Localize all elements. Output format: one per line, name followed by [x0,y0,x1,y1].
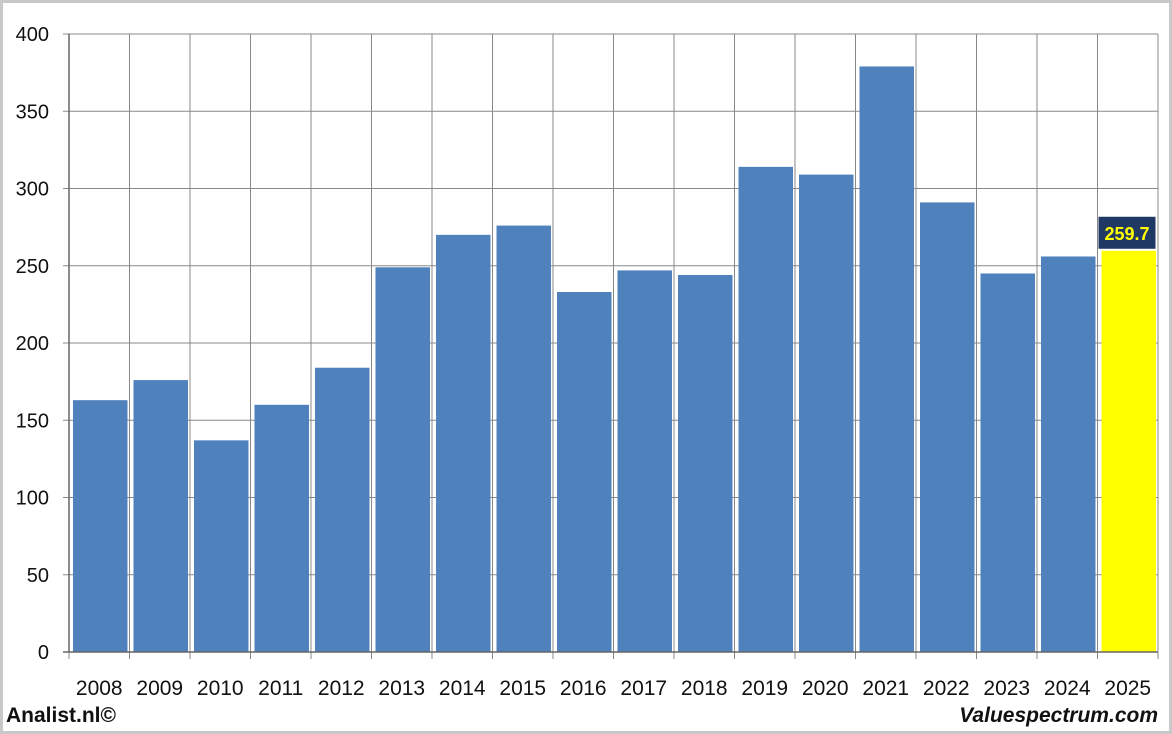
bar-2011 [254,404,309,652]
bar-2018 [678,275,733,652]
x-tick-label: 2021 [862,677,909,700]
bar-2014 [436,234,491,652]
y-tick-label: 0 [38,642,49,664]
y-tick-label: 300 [16,179,49,201]
bar-2022 [920,202,975,652]
y-tick-label: 250 [16,256,49,278]
y-tick-label: 400 [16,24,49,46]
bar-2010 [194,440,249,652]
x-tick-label: 2019 [741,677,788,700]
bar-2024 [1041,256,1096,652]
y-tick-label: 150 [16,410,49,432]
data-label-box [1098,216,1156,249]
footer-source-left: Analist.nl© [6,704,116,727]
x-tick-label: 2025 [1104,677,1151,700]
bar-2012 [315,367,370,652]
x-tick-label: 2010 [197,677,244,700]
bar-chart: 0 50 100 150 200 250 300 350 400 2008 2009 2010 2011… [16,24,1159,700]
bar-2017 [617,270,672,652]
x-tick-label: 2013 [378,677,425,700]
x-tick-label: 2015 [499,677,546,700]
y-tick-label: 200 [16,333,49,355]
x-tick-label: 2008 [76,677,123,700]
data-label-value: 259.7 [1104,224,1149,244]
x-tick-label: 2016 [560,677,607,700]
x-tick-label: 2022 [923,677,970,700]
bar-2009 [133,380,188,652]
bar-2025 [1101,250,1156,653]
x-tick-label: 2017 [620,677,667,700]
bar-2020 [799,174,854,652]
y-tick-label: 350 [16,101,49,123]
bar-2023 [980,273,1035,652]
x-tick-label: 2012 [318,677,365,700]
x-tick-label: 2020 [802,677,849,700]
bar-2015 [496,225,551,652]
bar-2016 [557,292,612,652]
x-tick-label: 2024 [1044,677,1091,700]
bar-2021 [859,66,914,652]
x-tick-label: 2014 [439,677,486,700]
bar-2008 [73,400,128,652]
bar-2019 [738,166,793,652]
footer-source-right: Valuespectrum.com [959,704,1158,727]
y-tick-label: 50 [27,565,49,587]
x-tick-label: 2011 [258,677,303,700]
x-tick-label: 2009 [136,677,183,700]
x-tick-label: 2018 [681,677,728,700]
x-tick-label: 2023 [983,677,1030,700]
y-tick-label: 100 [16,488,49,510]
bar-2013 [375,267,430,652]
